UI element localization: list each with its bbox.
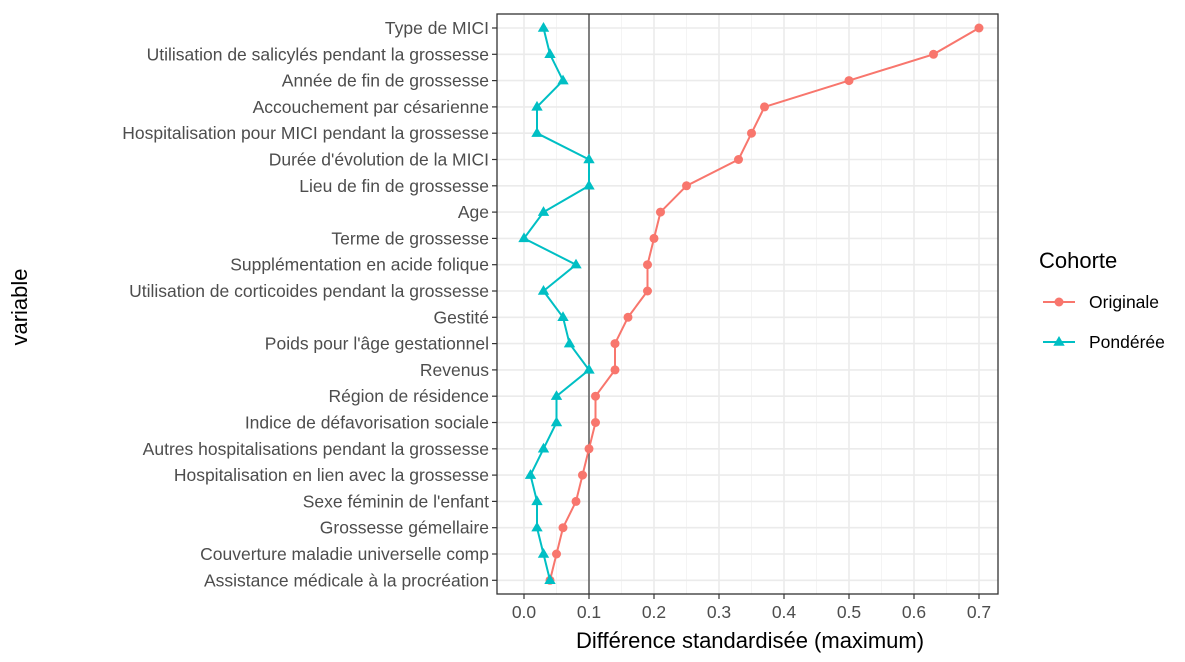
data-point	[570, 258, 582, 269]
y-tick-label: Gestité	[434, 307, 489, 327]
y-tick-label: Région de résidence	[328, 386, 489, 406]
data-point	[643, 260, 652, 270]
legend-title: Cohorte	[1039, 248, 1117, 273]
y-tick-label: Age	[458, 202, 489, 222]
x-tick-label: 0.1	[577, 602, 601, 622]
data-point	[524, 469, 537, 479]
y-tick-label: Durée d'évolution de la MICI	[269, 150, 489, 170]
data-point	[557, 74, 569, 85]
x-tick-label: 0.4	[772, 602, 797, 622]
x-tick-label: 0.3	[707, 602, 731, 622]
y-tick-label: Indice de défavorisation sociale	[245, 413, 489, 433]
data-point	[531, 521, 543, 532]
data-point	[531, 100, 543, 111]
data-point	[747, 128, 756, 138]
legend: Cohorte Originale Pondérée	[1039, 248, 1165, 352]
data-point	[643, 286, 652, 296]
data-point	[518, 232, 530, 243]
data-point	[537, 285, 550, 295]
data-point	[552, 549, 561, 559]
data-point	[531, 495, 543, 506]
y-tick-label: Terme de grossesse	[331, 228, 489, 248]
y-tick-label: Hospitalisation pour MICI pendant la gro…	[122, 123, 489, 143]
y-tick-label: Revenus	[420, 360, 489, 380]
data-point	[844, 76, 854, 86]
y-tick-label: Utilisation de corticoides pendant la gr…	[129, 281, 489, 301]
data-point	[584, 444, 594, 454]
data-point	[623, 312, 633, 322]
x-tick-label: 0.2	[642, 602, 666, 622]
y-tick-label: Type de MICI	[385, 18, 489, 38]
y-tick-label: Assistance médicale à la procréation	[204, 570, 489, 590]
x-axis-title: Différence standardisée (maximum)	[576, 628, 924, 653]
data-point	[591, 391, 600, 401]
data-point	[571, 496, 581, 506]
y-axis-title: variable	[7, 268, 32, 345]
y-tick-label: Sexe féminin de l'enfant	[303, 491, 489, 511]
y-tick-label: Couverture maladie universelle comp	[200, 544, 489, 564]
y-tick-labels: Type de MICI Utilisation de salicylés pen…	[122, 18, 497, 590]
data-point	[544, 48, 556, 59]
panel-border	[496, 13, 999, 595]
y-tick-label: Utilisation de salicylés pendant la gros…	[147, 44, 489, 64]
data-point	[583, 153, 595, 164]
data-point	[583, 179, 595, 190]
x-tick-label: 0.6	[902, 602, 926, 622]
data-point	[563, 337, 576, 348]
data-point	[656, 207, 665, 217]
data-point	[578, 470, 587, 480]
y-tick-label: Poids pour l'âge gestationnel	[265, 334, 489, 354]
series-line-2	[522, 27, 591, 581]
x-tick-label: 0.5	[837, 602, 861, 622]
y-tick-label: Supplémentation en acide folique	[230, 255, 489, 275]
y-tick-label: Lieu de fin de grossesse	[299, 176, 489, 196]
data-point	[550, 390, 563, 400]
data-point	[544, 574, 556, 585]
data-point	[974, 23, 984, 33]
data-point	[537, 442, 550, 453]
x-tick-labels: 0.0 0.1 0.2 0.3 0.4 0.5 0.6 0.7	[512, 594, 991, 622]
x-tick-label: 0.0	[512, 602, 537, 622]
data-point	[682, 181, 691, 191]
data-point	[929, 49, 938, 59]
data-point	[550, 416, 563, 427]
y-tick-label: Année de fin de grossesse	[282, 71, 489, 91]
series-line-1	[549, 27, 980, 581]
data-point	[591, 418, 600, 427]
data-point	[583, 363, 595, 374]
data-point	[531, 127, 543, 137]
y-tick-label: Autres hospitalisations pendant la gross…	[143, 439, 489, 459]
y-tick-label: Accouchement par césarienne	[253, 97, 489, 117]
y-tick-label: Grossesse gémellaire	[320, 518, 489, 538]
data-point	[649, 233, 659, 243]
x-tick-label: 0.7	[967, 602, 991, 622]
data-point	[537, 206, 550, 216]
data-point	[558, 523, 568, 533]
plot-panel	[496, 13, 999, 595]
data-point	[610, 339, 620, 349]
data-point	[760, 102, 769, 112]
data-point	[557, 311, 569, 322]
legend-label: Originale	[1089, 292, 1159, 312]
data-point	[537, 22, 550, 32]
legend-key-marker	[1054, 297, 1064, 307]
legend-label: Pondérée	[1089, 332, 1165, 352]
y-tick-label: Hospitalisation en lien avec la grossess…	[174, 465, 489, 485]
data-point	[734, 155, 743, 164]
data-point	[610, 365, 620, 375]
data-point	[537, 548, 550, 558]
legend-key-marker	[1053, 336, 1065, 346]
